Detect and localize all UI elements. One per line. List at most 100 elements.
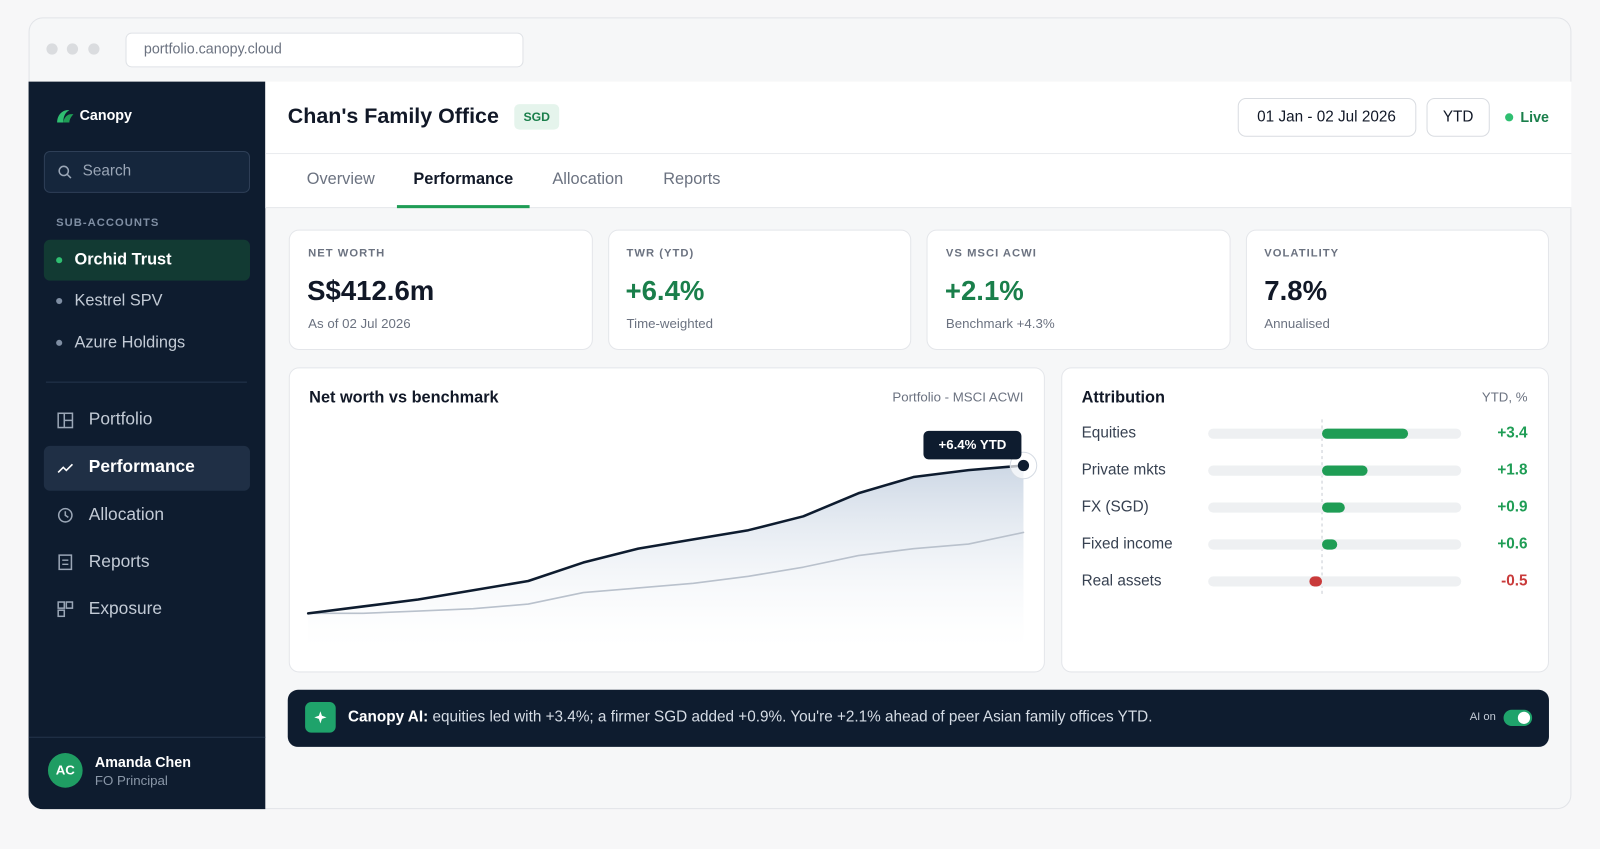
kpi-value: S$412.6m bbox=[307, 275, 435, 306]
nav-icon bbox=[57, 601, 74, 618]
date-range: 01 Jan - 02 Jul 2026 bbox=[1257, 108, 1396, 126]
bar-label: Equities bbox=[1082, 425, 1137, 442]
value-label: +0.6 bbox=[1497, 536, 1527, 553]
tab-active[interactable]: Performance bbox=[413, 170, 514, 189]
kpi-note: Benchmark +4.3% bbox=[945, 315, 1055, 331]
annotation: +6.4% YTD bbox=[938, 437, 1006, 452]
bar bbox=[1322, 465, 1368, 476]
tab[interactable]: Allocation bbox=[552, 170, 624, 189]
kpi-label: VS MSCI ACWI bbox=[945, 247, 1037, 260]
kpi-label: VOLATILITY bbox=[1264, 247, 1340, 260]
nav-icon bbox=[57, 507, 73, 523]
tab[interactable]: Overview bbox=[306, 170, 375, 189]
nav-icon bbox=[57, 463, 74, 474]
bar bbox=[1309, 576, 1323, 587]
currency: SGD bbox=[523, 109, 551, 124]
value-label: -0.5 bbox=[1501, 572, 1528, 589]
kpi-value: +6.4% bbox=[625, 275, 705, 306]
bar-label: Real assets bbox=[1082, 572, 1162, 589]
window-controls bbox=[46, 43, 100, 55]
kpi-label: TWR (YTD) bbox=[626, 247, 695, 260]
separator bbox=[265, 153, 1572, 155]
nav-icon bbox=[57, 412, 74, 429]
kpi-note: As of 02 Jul 2026 bbox=[308, 315, 411, 331]
avatar-initials: AC bbox=[55, 762, 75, 778]
tab[interactable]: Reports bbox=[663, 170, 721, 189]
search-box[interactable] bbox=[43, 151, 250, 193]
search-placeholder: Search bbox=[82, 162, 132, 180]
account: Orchid Trust bbox=[74, 251, 172, 269]
ai-icon bbox=[314, 711, 327, 724]
user-role: FO Principal bbox=[94, 772, 168, 788]
account: Azure Holdings bbox=[74, 334, 186, 352]
section-label: SUB-ACCOUNTS bbox=[56, 216, 160, 229]
annotation-box bbox=[923, 430, 1022, 460]
currency-badge bbox=[514, 104, 560, 130]
avatar[interactable] bbox=[47, 753, 83, 788]
url: portfolio.canopy.cloud bbox=[143, 40, 282, 57]
sidebar bbox=[28, 81, 266, 810]
value-label: +1.8 bbox=[1497, 462, 1528, 479]
kpi-note: Time-weighted bbox=[626, 315, 714, 331]
bar-track bbox=[1208, 576, 1462, 587]
nav-label: Reports bbox=[88, 551, 150, 572]
kpi-label: NET WORTH bbox=[308, 247, 386, 260]
logo-icon bbox=[57, 110, 74, 123]
user-name: Amanda Chen bbox=[94, 753, 191, 770]
nav-item-active[interactable] bbox=[43, 445, 250, 491]
account: Kestrel SPV bbox=[74, 292, 163, 310]
nav-icon bbox=[58, 554, 73, 571]
nav-label: Performance bbox=[88, 456, 195, 477]
page-title: Chan's Family Office bbox=[287, 104, 499, 128]
chart-subtitle: Portfolio - MSCI ACWI bbox=[892, 389, 1023, 404]
kpi-card bbox=[288, 229, 593, 350]
line bbox=[306, 464, 1025, 615]
nav-label: Portfolio bbox=[88, 408, 153, 429]
ai-toggle[interactable] bbox=[1503, 709, 1534, 727]
bar bbox=[1322, 502, 1345, 513]
ai-message: Canopy AI: equities led with +3.4%; a fi… bbox=[348, 708, 1153, 726]
account-item-active[interactable] bbox=[43, 239, 250, 281]
search-icon bbox=[58, 165, 72, 179]
url-bar[interactable] bbox=[125, 32, 524, 68]
bar-label: Fixed income bbox=[1082, 536, 1173, 553]
ai-text: equities led with +3.4%; a firmer SGD ad… bbox=[432, 708, 1153, 726]
bar bbox=[1322, 539, 1338, 550]
tab-indicator bbox=[396, 205, 530, 209]
separator bbox=[45, 381, 247, 383]
nav-label: Exposure bbox=[88, 598, 163, 619]
line bbox=[307, 531, 1025, 615]
bar-label: Private mkts bbox=[1082, 462, 1166, 479]
end-point bbox=[1017, 459, 1030, 472]
kpi-card bbox=[608, 229, 912, 350]
kpi-card bbox=[926, 229, 1231, 350]
kpi-value: 7.8% bbox=[1264, 275, 1328, 306]
brand: Canopy bbox=[79, 106, 132, 124]
period-button[interactable] bbox=[1426, 97, 1490, 137]
date-range-button[interactable] bbox=[1237, 97, 1417, 137]
chart-title: Attribution bbox=[1082, 388, 1165, 406]
period: YTD bbox=[1442, 108, 1474, 126]
bar bbox=[1322, 428, 1409, 439]
kpi-value: +2.1% bbox=[944, 275, 1024, 306]
account-dot bbox=[56, 257, 63, 264]
ai-label: Canopy AI: bbox=[347, 708, 429, 726]
bar-label: FX (SGD) bbox=[1082, 499, 1149, 516]
ai-banner bbox=[287, 689, 1549, 747]
nav-label: Allocation bbox=[88, 504, 164, 525]
status-dot bbox=[1505, 113, 1514, 122]
chart-title: Net worth vs benchmark bbox=[309, 388, 499, 406]
kpi-note: Annualised bbox=[1264, 315, 1330, 331]
ai-toggle-label: AI on bbox=[1469, 710, 1496, 723]
value-label: +0.9 bbox=[1497, 499, 1527, 516]
kpi-card bbox=[1245, 229, 1549, 350]
account-dot bbox=[56, 297, 63, 305]
separator bbox=[28, 736, 266, 738]
account-dot bbox=[56, 339, 63, 346]
status: Live bbox=[1520, 108, 1549, 126]
value-label: +3.4 bbox=[1497, 425, 1528, 442]
chart-subtitle: YTD, % bbox=[1482, 389, 1528, 404]
